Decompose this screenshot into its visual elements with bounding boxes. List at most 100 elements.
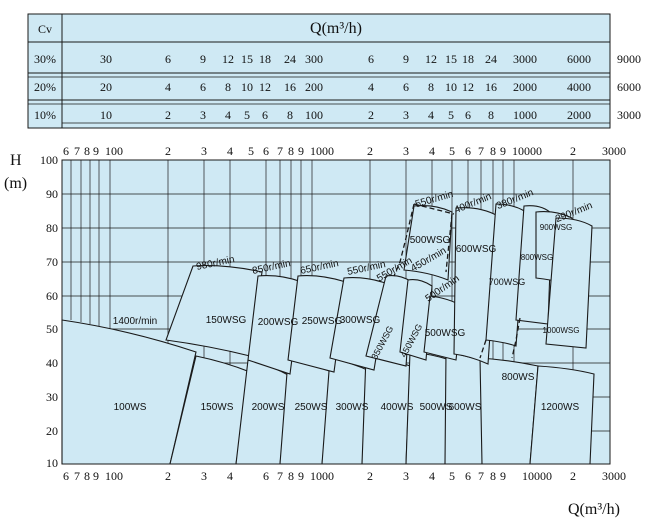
top-tick-label: 2 [570,144,576,158]
bottom-tick-label: 100 [105,469,123,483]
table-cell: 16 [485,80,497,94]
flow-conversion-table: Cv Q(m³/h) 30% 30 6 9 12 15 18 24 300 6 9 12 15 18 24 3… [27,13,641,129]
table-cell: 2000 [513,80,537,94]
zone-700wsg [485,203,527,347]
zone-label: 800WS [502,372,535,383]
bottom-tick-label: 6 [63,469,69,483]
top-tick-label: 2 [165,144,171,158]
table-cell: 4 [165,80,171,94]
bottom-tick-label: 2 [165,469,171,483]
zone-label: 250WS [295,402,328,413]
zone-label: 600WS [449,402,482,413]
table-cell: 8 [287,108,293,122]
bottom-tick-label: 10000 [522,469,552,483]
cv-row-label: 20% [34,80,56,94]
table-cell: 6 [262,108,268,122]
table-cell: 9 [403,52,409,66]
bottom-tick-label: 9 [298,469,304,483]
table-cell: 200 [305,80,323,94]
bottom-tick-label: 4 [429,469,435,483]
bottom-tick-label: 5 [449,469,455,483]
top-tick-label: 3 [201,144,207,158]
bottom-tick-label: 2 [570,469,576,483]
bottom-tick-label: 9 [93,469,99,483]
zone-label: 100WS [114,402,147,413]
table-cell: 12 [222,52,234,66]
table-cell: 24 [284,52,296,66]
zone-label: 1000WSG [543,326,580,335]
bottom-tick-label: 6 [263,469,269,483]
q-header: Q(m³/h) [310,20,362,37]
cv-row-label: 10% [34,108,56,122]
top-axis-ticks: 6 7 8 9 100 2 3 4 5 6 7 8 9 1000 2 3 4 5 6 7 8 9 10000 2 3000 [63,144,626,158]
bottom-axis-ticks: 6 7 8 9 100 2 3 4 6 7 8 9 1000 2 3 4 5 6 7 8 9 10000 2 3000 [63,469,626,483]
table-cell: 8 [488,108,494,122]
bottom-tick-label: 1000 [310,469,334,483]
table-cell: 5 [448,108,454,122]
top-tick-label: 10000 [512,144,542,158]
bottom-tick-label: 6 [465,469,471,483]
bottom-tick-label: 7 [277,469,283,483]
top-tick-label: 6 [263,144,269,158]
top-tick-label: 2 [367,144,373,158]
table-cell: 12 [259,80,271,94]
zone-label: 150WSG [206,315,247,326]
zone-1000wsg [545,217,593,349]
table-cell: 6000 [567,52,591,66]
table-cell: 4 [225,108,231,122]
top-tick-label: 7 [478,144,484,158]
table-right-value: 6000 [617,80,641,94]
table-cell: 10 [100,108,112,122]
zone-label: 900WSG [540,223,572,232]
table-cell: 8 [225,80,231,94]
table-cell: 6 [200,80,206,94]
table-cell: 3 [200,108,206,122]
table-cell: 16 [284,80,296,94]
y-tick-label: 70 [46,255,58,269]
table-cell: 4000 [567,80,591,94]
top-tick-label: 8 [288,144,294,158]
top-tick-label: 5 [449,144,455,158]
table-cell: 12 [425,52,437,66]
zone-label: 500WSG [425,328,466,339]
table-right-value: 9000 [617,52,641,66]
table-cell: 6 [465,108,471,122]
wsg-zones [165,203,593,375]
bottom-tick-label: 8 [84,469,90,483]
table-cell: 20 [100,80,112,94]
top-tick-label: 1000 [310,144,334,158]
table-cell: 1000 [513,108,537,122]
table-cell: 10 [445,80,457,94]
y-axis-ticks: 100 90 80 70 60 50 40 30 20 10 [40,153,58,470]
table-cell: 9 [200,52,206,66]
zone-label: 400WS [381,402,414,413]
table-values-cell [61,13,611,129]
table-cell: 24 [485,52,497,66]
bottom-tick-label: 8 [288,469,294,483]
zone-label: 200WS [252,402,285,413]
y-tick-label: 60 [46,289,58,303]
speed-label: 1400r/min [113,316,157,327]
y-axis-title-h: H [10,152,22,169]
y-tick-label: 50 [46,322,58,336]
zone-label: 700WSG [489,277,526,287]
table-cell: 6 [165,52,171,66]
zone-label: 1200WS [541,402,580,413]
table-cell: 18 [259,52,271,66]
zone-500wsg-high [403,205,453,281]
top-tick-label: 9 [93,144,99,158]
table-cell: 30 [100,52,112,66]
zone-label: 250WSG [302,316,343,327]
table-cell: 15 [241,52,253,66]
table-cv-cell [27,13,63,129]
x-axis-title: Q(m³/h) [568,501,620,518]
table-cell: 15 [445,52,457,66]
zone-label: 600WSG [456,244,497,255]
table-cell: 6 [403,80,409,94]
table-cell: 3000 [513,52,537,66]
table-cell: 2 [368,108,374,122]
zone-label: 300WS [336,402,369,413]
table-right-value: 3000 [617,108,641,122]
table-cell: 2 [165,108,171,122]
